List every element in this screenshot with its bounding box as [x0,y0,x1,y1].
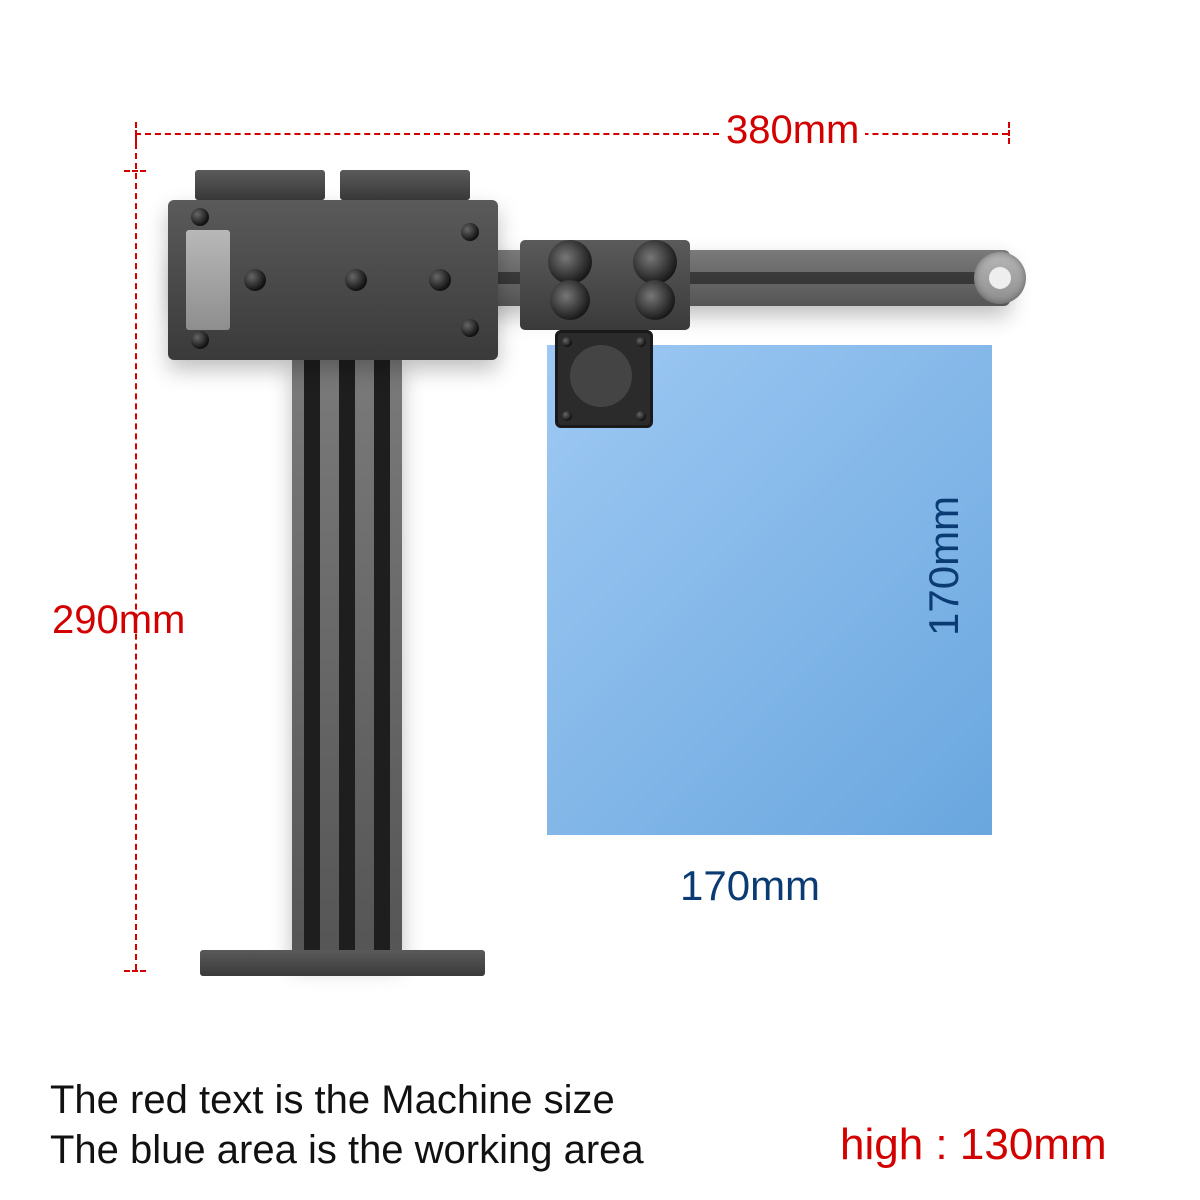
machine-top-plate [340,170,470,200]
rail-slot [304,358,320,958]
fan-icon [555,330,653,428]
fan-grill [570,345,632,407]
diagram-stage: 380mm 290mm 170mm 170mm high : 130mm The… [0,0,1200,1200]
screw-icon [461,223,479,241]
screw-icon [636,337,646,347]
dim-high-prefix: high : [840,1120,960,1169]
screw-icon [461,319,479,337]
screw-icon [636,411,646,421]
dim-label-height: 290mm [52,598,185,643]
screw-icon [191,208,209,226]
machine-top-plate [195,170,325,200]
roller-icon [635,280,675,320]
rail-slot [339,358,355,958]
dim-line-width [135,133,1008,135]
rail-slot [374,358,390,958]
work-area-y-label: 170mm [920,496,968,636]
screw-icon [191,331,209,349]
machine-base-foot [200,950,485,976]
arm-endcap [974,252,1026,304]
screw-icon [244,269,266,291]
dim-label-width: 380mm [720,108,865,153]
roller-icon [550,280,590,320]
caption-line: The red text is the Machine size [50,1075,644,1125]
screw-icon [345,269,367,291]
roller-icon [633,240,677,284]
dim-high-value: 130mm [960,1120,1107,1169]
dim-tick [124,970,146,972]
screw-icon [562,337,572,347]
roller-icon [548,240,592,284]
work-area-x-label: 170mm [680,862,820,910]
dim-tick [1008,122,1010,144]
dim-line-height [135,133,137,970]
machine-vertical-rail [292,358,402,958]
caption-line: The blue area is the working area [50,1125,644,1175]
screw-icon [429,269,451,291]
motor-side [186,230,230,330]
caption-block: The red text is the Machine size The blu… [50,1075,644,1175]
screw-icon [562,411,572,421]
dim-tick [124,170,146,172]
endcap-button [989,267,1011,289]
dim-label-high: high : 130mm [840,1120,1107,1170]
